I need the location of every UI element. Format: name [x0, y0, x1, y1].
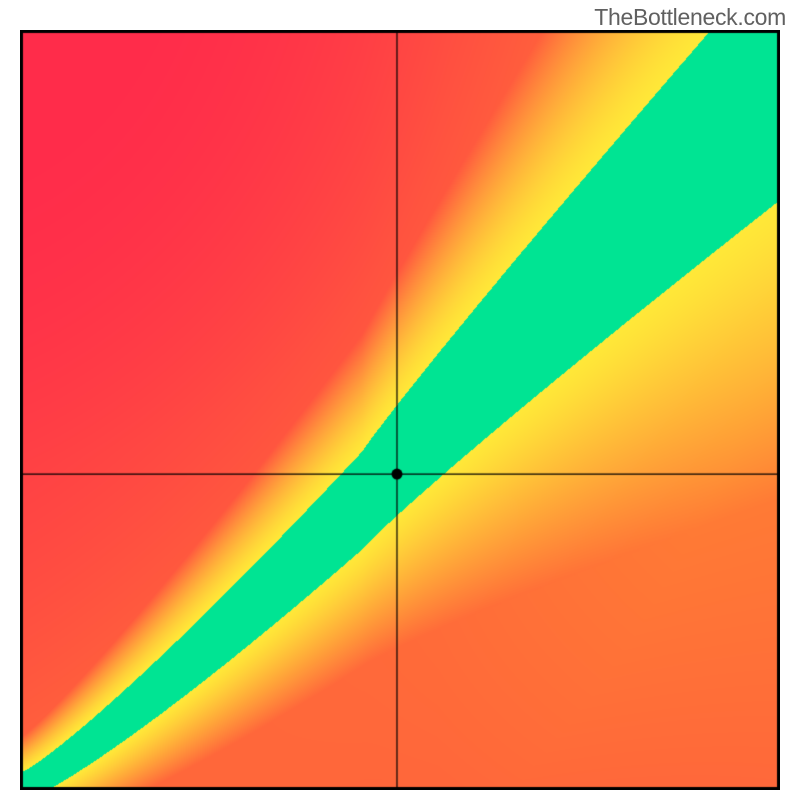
watermark-text: TheBottleneck.com [594, 4, 786, 31]
heatmap-canvas [20, 30, 780, 790]
heatmap-plot [20, 30, 780, 790]
